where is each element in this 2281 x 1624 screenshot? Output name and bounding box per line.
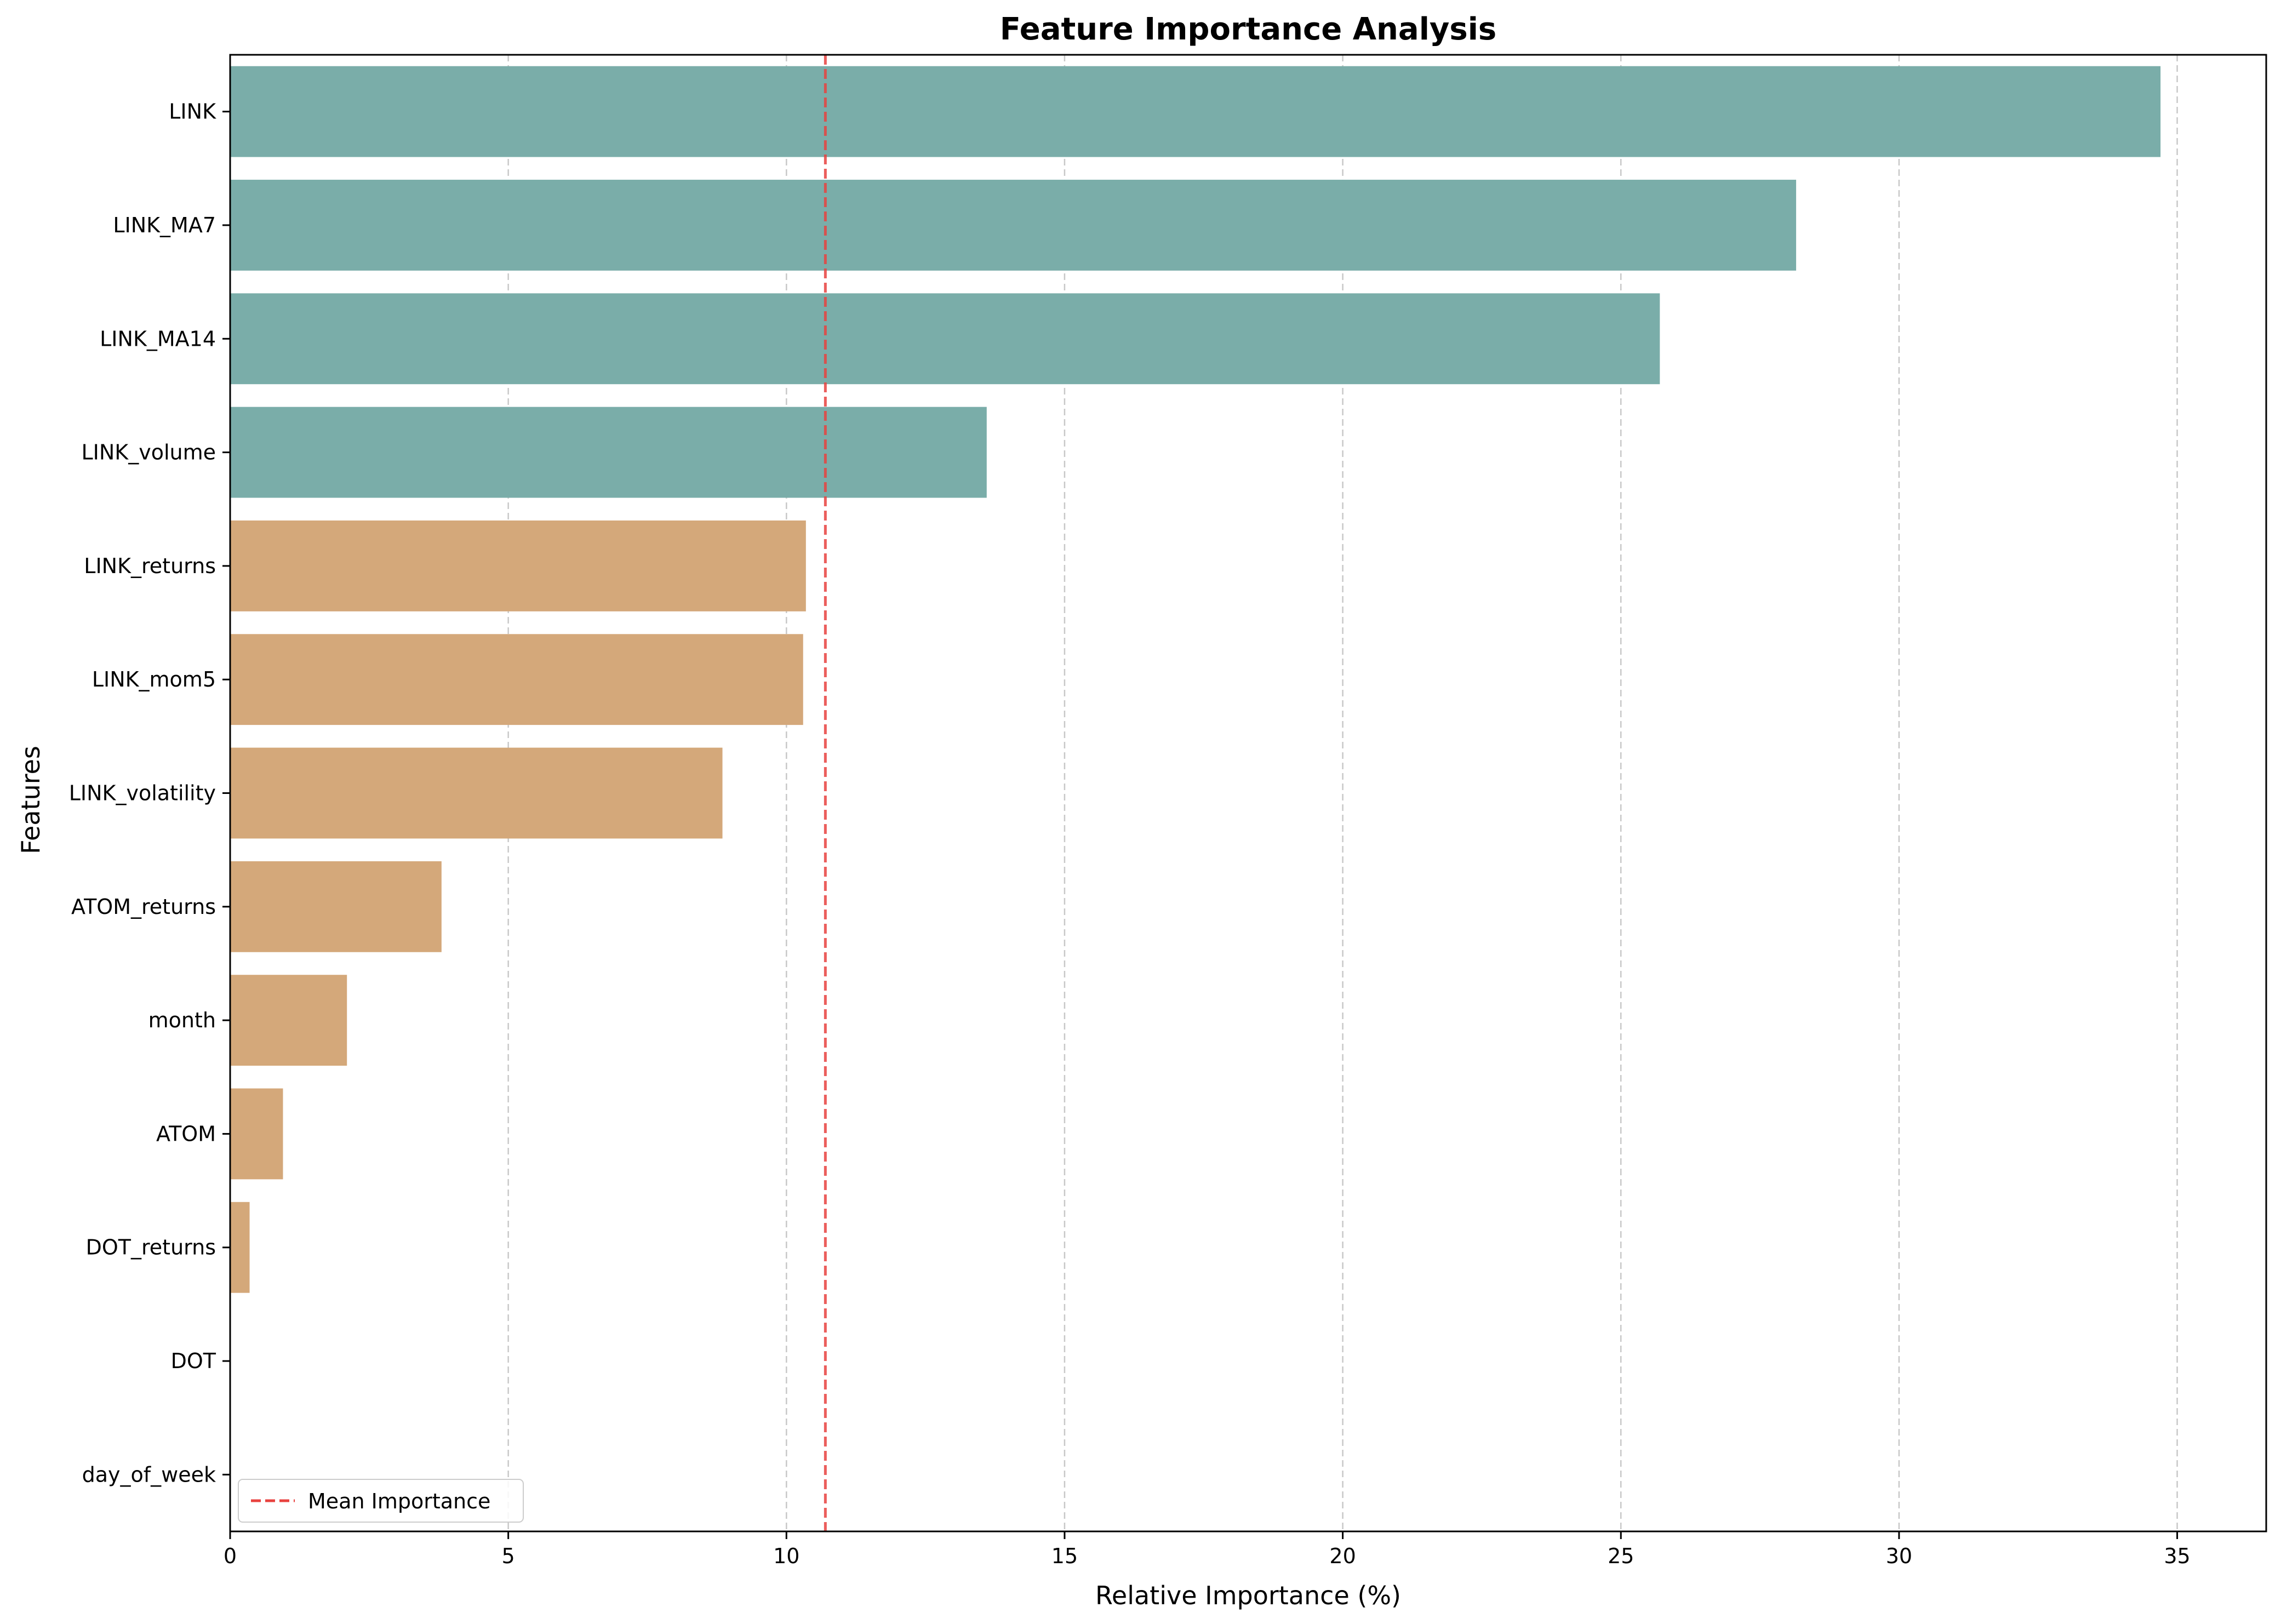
bar-link-mom5	[230, 634, 803, 725]
bar-link	[230, 66, 2161, 157]
x-axis-ticks: 0 5 10 15 20 25 30 35	[224, 1531, 2191, 1568]
bar-dot-returns	[230, 1202, 250, 1293]
x-tick-label: 0	[224, 1544, 237, 1568]
y-tick-label-link-ma14: LINK_MA14	[100, 327, 216, 351]
x-gridlines	[507, 55, 2178, 1531]
x-tick-label: 15	[1051, 1544, 1078, 1568]
y-tick-label-link-volume: LINK_volume	[82, 441, 216, 465]
y-tick-label-link-returns: LINK_returns	[84, 554, 216, 578]
legend: Mean Importance	[238, 1479, 524, 1523]
y-tick-label-atom: ATOM	[156, 1122, 216, 1146]
legend-label-mean-importance: Mean Importance	[308, 1489, 490, 1513]
y-tick-label-atom-returns: ATOM_returns	[71, 895, 216, 919]
bar-link-volatility	[230, 747, 723, 839]
bar-link-ma7	[230, 180, 1797, 271]
bar-atom	[230, 1088, 283, 1180]
y-tick-label-month: month	[148, 1008, 216, 1032]
y-tick-label-link-mom5: LINK_mom5	[92, 667, 216, 691]
bar-link-volume	[230, 407, 987, 498]
x-tick-label: 5	[502, 1544, 515, 1568]
bar-link-returns	[230, 520, 806, 611]
y-tick-label-link: LINK	[169, 100, 216, 124]
x-tick-label: 35	[2164, 1544, 2190, 1568]
bar-link-ma14	[230, 293, 1660, 385]
y-tick-label-dot-returns: DOT_returns	[86, 1236, 216, 1260]
x-tick-label: 25	[1608, 1544, 1634, 1568]
bars	[230, 66, 2161, 1293]
y-tick-label-dot: DOT	[171, 1349, 216, 1373]
legend-box	[238, 1479, 524, 1523]
x-tick-label: 20	[1329, 1544, 1356, 1568]
x-tick-label: 30	[1886, 1544, 1912, 1568]
y-tick-label-day-of-week: day_of_week	[82, 1462, 216, 1486]
y-tick-label-link-volatility: LINK_volatility	[69, 781, 216, 805]
bar-atom-returns	[230, 861, 442, 952]
y-tick-label-link-ma7: LINK_MA7	[113, 213, 216, 237]
x-axis-label: Relative Importance (%)	[1095, 1581, 1401, 1610]
y-axis-label: Features	[16, 746, 45, 854]
chart-title: Feature Importance Analysis	[1000, 12, 1497, 47]
y-axis-ticks: LINK LINK_MA7 LINK_MA14 LINK_volume LINK_ret…	[69, 100, 230, 1486]
x-tick-label: 10	[773, 1544, 799, 1568]
bar-month	[230, 975, 347, 1066]
